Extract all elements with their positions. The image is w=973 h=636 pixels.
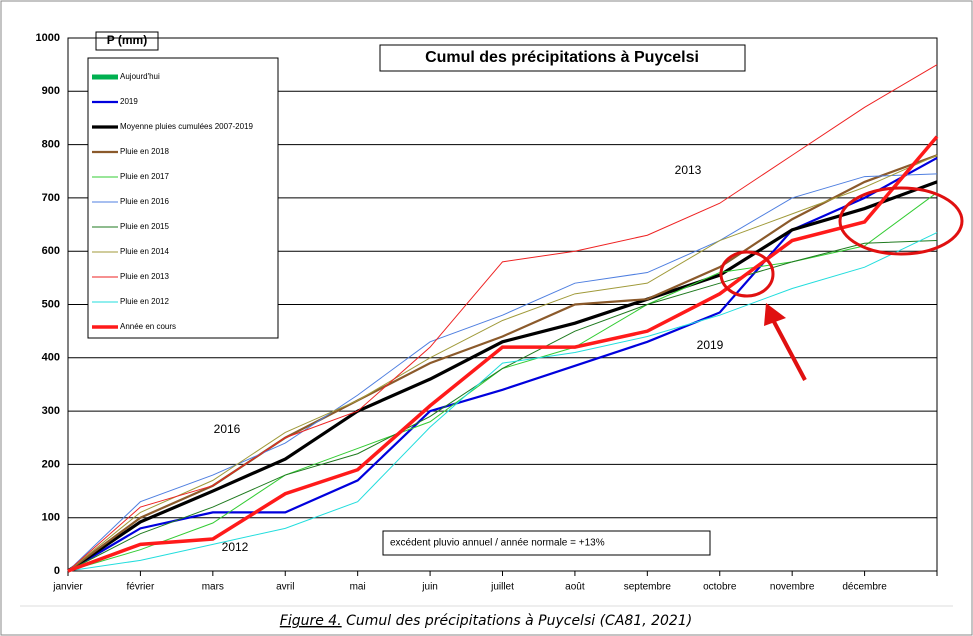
highlight-circle	[838, 186, 964, 256]
x-tick-label: juillet	[490, 582, 514, 593]
legend-label: Pluie en 2018	[120, 147, 169, 156]
lines	[67, 64, 939, 573]
x-tick-label: novembre	[770, 582, 815, 593]
note: excédent pluvio annuel / année normale =…	[390, 538, 605, 549]
legend-label: Année en cours	[120, 322, 176, 331]
legend-label: Aujourd'hui	[120, 72, 160, 81]
y-axis-label: P (mm)	[107, 33, 147, 47]
series-line	[67, 154, 938, 572]
x-tick-label: juin	[421, 582, 438, 593]
series-line	[67, 64, 938, 572]
x-tick-label: octobre	[703, 582, 737, 593]
y-tick-label: 300	[42, 405, 60, 417]
y-tick-label: 1000	[36, 32, 60, 44]
legend-label: 2019	[120, 97, 138, 106]
y-tick-label: 900	[42, 85, 60, 97]
y-tick-label: 200	[42, 458, 60, 470]
series-line	[67, 240, 938, 572]
y-tick-label: 400	[42, 352, 60, 364]
y-tick-label: 0	[54, 565, 60, 577]
series-line	[67, 173, 938, 572]
legend-label: Pluie en 2015	[120, 222, 169, 231]
x-tick-label: mai	[350, 582, 366, 593]
legend-label: Moyenne pluies cumulées 2007-2019	[120, 122, 254, 131]
y-tick-label: 700	[42, 192, 60, 204]
legend-box	[87, 57, 279, 339]
x-tick-label: avril	[276, 582, 294, 593]
x-tick-label: février	[127, 582, 155, 593]
caption: Figure 4. Cumul des précipitations à Puy…	[280, 613, 692, 629]
arrow	[770, 317, 807, 381]
highlight-circle	[719, 250, 775, 298]
series-line	[67, 232, 938, 572]
legend-label: Pluie en 2013	[120, 272, 169, 281]
arrow-head	[764, 303, 786, 326]
note-box	[382, 530, 711, 556]
legend-label: Pluie en 2016	[120, 197, 169, 206]
legend-label: Pluie en 2017	[120, 172, 169, 181]
annotation: 2013	[675, 163, 702, 177]
y-tick-label: 100	[42, 512, 60, 524]
x-tick-label: septembre	[624, 582, 672, 593]
annotation: 2012	[222, 540, 249, 554]
legend-label: Pluie en 2012	[120, 297, 169, 306]
x-tick-label: décembre	[842, 582, 887, 593]
annotation: 2019	[697, 338, 724, 352]
chart-title: Cumul des précipitations à Puycelsi	[425, 49, 699, 66]
x-tick-label: mars	[202, 582, 224, 593]
y-tick-label: 500	[42, 298, 60, 310]
legend-label: Pluie en 2014	[120, 247, 169, 256]
title-box	[379, 44, 746, 72]
y-tick-label: 600	[42, 245, 60, 257]
y-label-box	[95, 31, 159, 51]
series-line	[67, 180, 938, 573]
y-tick-label: 800	[42, 139, 60, 151]
caption-label: Figure 4.	[280, 613, 342, 629]
x-tick-label: janvier	[52, 582, 83, 593]
caption-text: Cumul des précipitations à Puycelsi (CA8…	[346, 613, 692, 629]
series-line	[67, 135, 939, 573]
x-tick-label: août	[565, 582, 585, 593]
annotation: 2016	[214, 422, 241, 436]
legend: Aujourd'hui 2019 Moyenne pluies cumulées 2…	[92, 72, 254, 331]
